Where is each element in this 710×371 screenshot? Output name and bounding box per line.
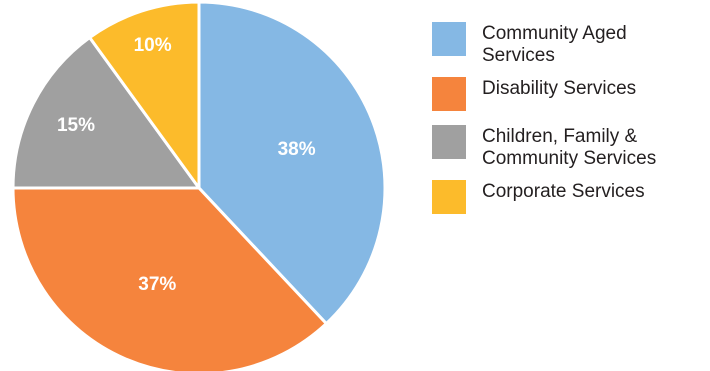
- legend-swatch-disability-services: [432, 77, 466, 111]
- pie-chart: 38% 37% 15% 10%: [11, 0, 387, 371]
- legend-label-disability-services: Disability Services: [482, 78, 637, 99]
- legend-item-community-aged-services: Community Aged Services: [432, 22, 702, 67]
- pie-slice-children-family-community-services: [11, 36, 201, 190]
- pie-slice-disability-services: [11, 186, 328, 371]
- legend-item-children-family-community-services: Children, Family & Community Services: [432, 125, 702, 170]
- pie-label-community-aged-services: 38%: [278, 139, 316, 160]
- pie-slice-community-aged-services: [197, 0, 387, 326]
- pie-label-disability-services: 37%: [138, 274, 176, 295]
- legend-swatch-children-family-community-services: [432, 125, 466, 159]
- legend: Community Aged Services Disability Servi…: [432, 22, 702, 228]
- legend-swatch-corporate-services: [432, 180, 466, 214]
- legend-label-community-aged-services: Community Aged Services: [482, 23, 627, 66]
- legend-swatch-community-aged-services: [432, 22, 466, 56]
- legend-item-disability-services: Disability Services: [432, 77, 702, 115]
- pie-label-corporate-services: 10%: [134, 35, 172, 56]
- legend-item-corporate-services: Corporate Services: [432, 180, 702, 218]
- pie-slice-corporate-services: [88, 0, 201, 190]
- legend-label-corporate-services: Corporate Services: [482, 181, 645, 202]
- pie-label-children-family-community-services: 15%: [57, 115, 95, 136]
- legend-label-children-family-community-services: Children, Family & Community Services: [482, 126, 657, 169]
